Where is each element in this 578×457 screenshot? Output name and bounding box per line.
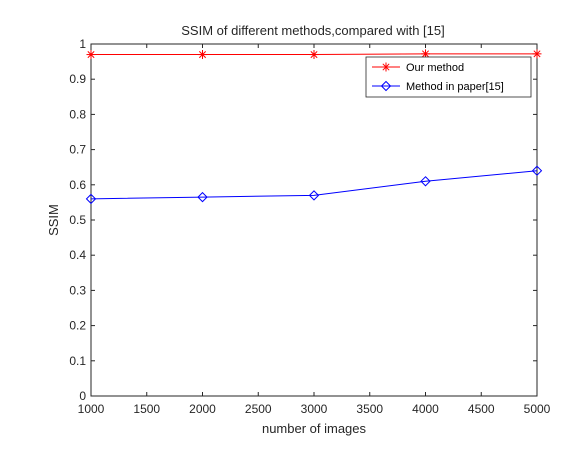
y-tick-label: 0.5 [69, 213, 86, 227]
x-tick-label: 1000 [78, 402, 105, 416]
series-layer [85, 49, 543, 205]
series-0 [86, 49, 542, 60]
y-tick-label: 0.1 [69, 354, 86, 368]
data-point-diamond [197, 191, 208, 203]
series-1 [85, 165, 543, 205]
legend-diamond-icon [380, 80, 392, 92]
y-tick-label: 0.2 [69, 319, 86, 333]
data-point-asterisk [532, 49, 542, 59]
data-point-diamond [420, 176, 431, 187]
x-tick-label: 5000 [524, 402, 551, 416]
y-tick-label: 1 [79, 37, 86, 51]
series-line [90, 170, 538, 200]
legend-marker-method-paper15 [380, 80, 392, 92]
y-tick-label: 0.4 [69, 248, 86, 262]
y-axis-ticks: 0 0.1 0.2 0.3 0.4 0.5 0.6 0.7 0.8 0.9 1 [69, 37, 537, 403]
plot-area [90, 43, 538, 397]
data-point-diamond [531, 165, 543, 176]
x-tick-label: 4500 [468, 402, 495, 416]
y-tick-label: 0.9 [69, 72, 86, 86]
y-axis-label: SSIM [46, 204, 61, 236]
y-tick-label: 0.7 [69, 143, 86, 157]
x-tick-label: 4000 [412, 402, 439, 416]
x-axis-ticks: 1000 1500 2000 2500 3000 3500 4000 4500 5000 [78, 44, 551, 416]
data-point-diamond [308, 190, 320, 201]
x-tick-label: 2000 [189, 402, 216, 416]
x-tick-label: 2500 [245, 402, 272, 416]
y-tick-label: 0.6 [69, 178, 86, 192]
x-tick-label: 1500 [133, 402, 160, 416]
y-tick-label: 0 [79, 389, 86, 403]
data-point-asterisk [86, 50, 96, 60]
x-tick-label: 3000 [301, 402, 328, 416]
legend-label-our-method: Our method [406, 62, 464, 74]
data-point-diamond [85, 193, 97, 205]
y-tick-label: 0.8 [69, 107, 86, 121]
data-point-asterisk [309, 50, 319, 60]
x-axis-label: number of images [262, 421, 367, 436]
legend-asterisk-icon [381, 62, 391, 72]
x-tick-label: 3500 [356, 402, 383, 416]
legend: Our method Method in paper[15] [365, 56, 532, 98]
legend-box [365, 56, 532, 98]
data-point-asterisk [198, 50, 207, 60]
legend-label-method-paper15: Method in paper[15] [406, 81, 504, 93]
legend-marker-our-method [381, 62, 391, 72]
y-tick-label: 0.3 [69, 283, 86, 297]
chart-title: SSIM of different methods,compared with … [181, 23, 445, 38]
